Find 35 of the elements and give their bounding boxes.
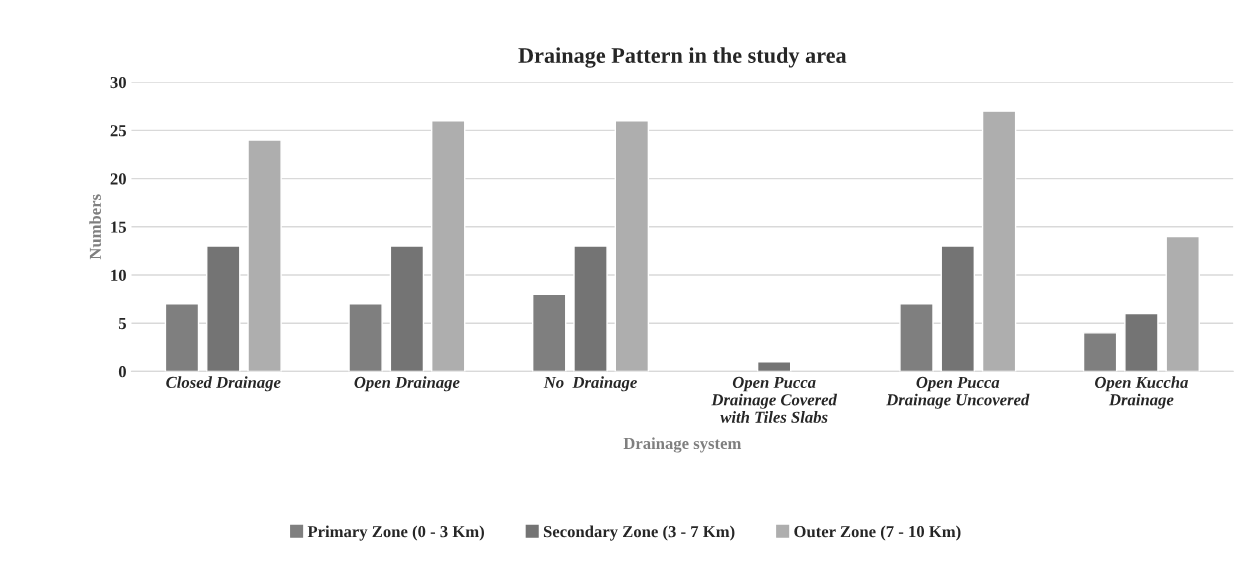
y-tick-label: 0 <box>118 366 126 378</box>
bar <box>206 245 241 372</box>
x-tick-label: Open Drainage <box>354 376 460 392</box>
bar <box>1082 332 1118 372</box>
x-tick-label: Open Pucca Drainage Covered with Tiles Slabs <box>711 376 838 423</box>
bar <box>614 120 650 372</box>
y-tick-label: 15 <box>111 221 126 233</box>
legend-label: Primary Zone (0 - 3 Km) <box>307 525 484 541</box>
bar <box>430 120 466 372</box>
x-tick-label: Open Kuccha Drainage <box>1095 376 1188 409</box>
legend-label: Secondary Zone (3 - 7 Km) <box>543 525 735 541</box>
x-axis-title: Drainage system <box>623 437 742 453</box>
y-axis-title: Numbers <box>89 194 102 260</box>
y-tick-label: 25 <box>110 125 126 137</box>
y-tick-label: 5 <box>118 318 126 330</box>
bar <box>531 293 567 372</box>
bar <box>164 303 200 372</box>
x-tick-label: Open Pucca Drainage Uncovered <box>886 376 1030 409</box>
bar <box>389 245 425 372</box>
y-tick-label: 20 <box>110 173 126 185</box>
bar <box>1124 312 1159 372</box>
y-tick-label: 30 <box>110 76 126 89</box>
chart-title: Drainage Pattern in the study area <box>518 47 847 68</box>
bar <box>348 303 383 372</box>
bar <box>981 110 1017 372</box>
x-tick-label: Closed Drainage <box>166 376 281 392</box>
bar <box>1165 235 1200 372</box>
bar <box>756 361 792 372</box>
bar <box>899 303 934 372</box>
bar <box>247 139 282 372</box>
x-tick-label: No Drainage <box>543 376 637 392</box>
bar <box>573 245 608 372</box>
y-tick-label: 10 <box>111 269 126 281</box>
bar <box>940 245 976 372</box>
legend-label: Outer Zone (7 - 10 Km) <box>794 525 961 541</box>
